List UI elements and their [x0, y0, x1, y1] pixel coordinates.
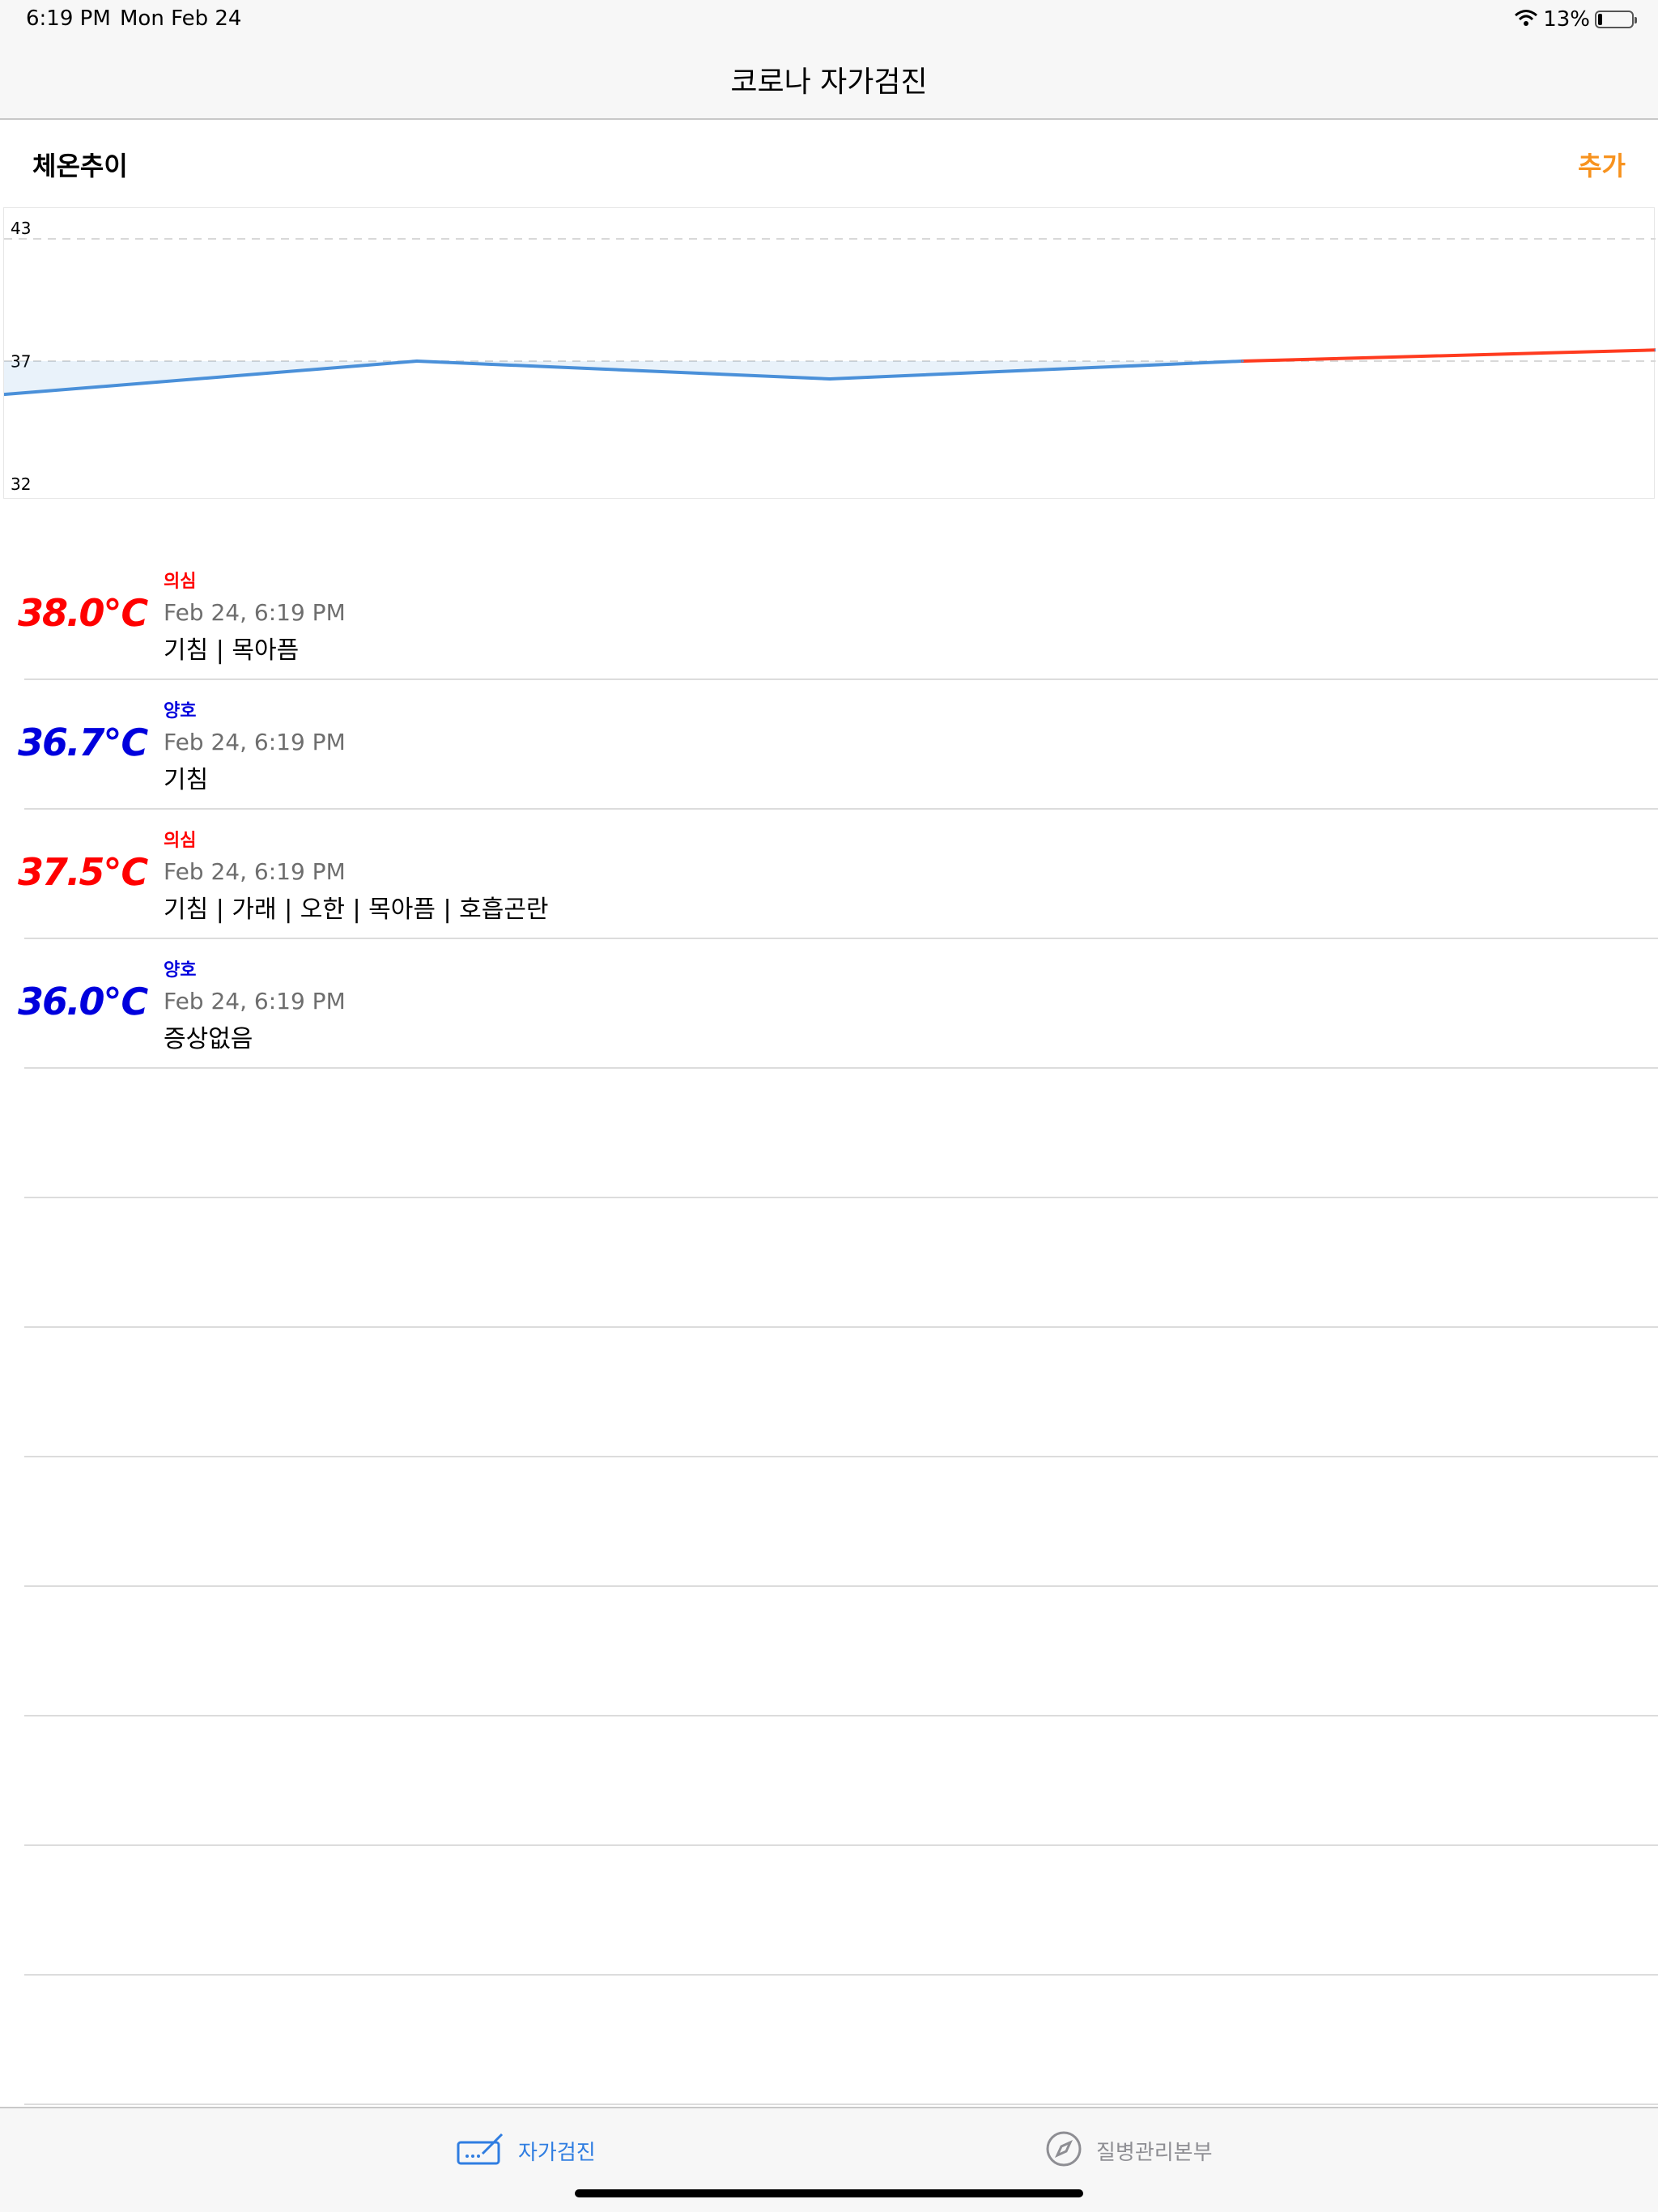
- status-time: 6:19 PM: [26, 6, 111, 31]
- series-line-segment: [828, 359, 1244, 381]
- wifi-icon: [1514, 8, 1538, 31]
- temperature-value: 36.7℃: [18, 721, 148, 764]
- data-point: [4, 393, 6, 396]
- status-label: 의심: [164, 831, 197, 851]
- status-bar: 6:19 PM Mon Feb 24 13%: [0, 0, 1658, 39]
- list-item[interactable]: 38.0℃ 의심 Feb 24, 6:19 PM 기침 | 목아픔: [18, 551, 1658, 680]
- data-point: [415, 359, 419, 363]
- temperature-value: 36.0℃: [18, 980, 148, 1023]
- status-label: 양호: [164, 960, 197, 981]
- y-tick-label: 37: [11, 352, 31, 372]
- record-time: Feb 24, 6:19 PM: [164, 599, 346, 626]
- record-time: Feb 24, 6:19 PM: [164, 988, 346, 1015]
- status-right: 13%: [1514, 6, 1637, 32]
- series-line-segment: [4, 359, 419, 397]
- add-button[interactable]: 추가: [1578, 151, 1626, 181]
- symptom-list: 기침 | 목아픔: [164, 636, 300, 665]
- series-line-segment: [1241, 348, 1656, 363]
- tab-label: 질병관리본부: [1096, 2140, 1213, 2165]
- navigation-bar: 코로나 자가검진: [0, 39, 1658, 120]
- battery-icon: [1595, 11, 1637, 28]
- data-point: [1654, 348, 1656, 351]
- symptom-list: 기침 | 가래 | 오한 | 목아픔 | 호흡곤란: [164, 895, 549, 924]
- status-date: Mon Feb 24: [120, 6, 242, 31]
- list-item[interactable]: 36.0℃ 양호 Feb 24, 6:19 PM 증상없음: [18, 939, 1658, 1069]
- empty-list-row: [24, 1198, 1658, 1328]
- y-tick-label: 32: [11, 474, 31, 494]
- data-point: [828, 377, 831, 381]
- empty-list-row: [24, 1846, 1658, 1976]
- chart-svg: 43 37 32: [4, 219, 1656, 494]
- temperature-value: 38.0℃: [18, 591, 148, 635]
- list-item[interactable]: 36.7℃ 양호 Feb 24, 6:19 PM 기침: [18, 680, 1658, 810]
- symptom-list: 증상없음: [164, 1025, 253, 1053]
- empty-list-row: [24, 1716, 1658, 1846]
- tab-kcdc[interactable]: 질병관리본부: [1044, 2129, 1213, 2172]
- home-indicator: [575, 2189, 1083, 2197]
- list-item[interactable]: 37.5℃ 의심 Feb 24, 6:19 PM 기침 | 가래 | 오한 | 목아픔…: [18, 810, 1658, 939]
- temperature-value: 37.5℃: [18, 850, 148, 894]
- status-label: 의심: [164, 572, 197, 592]
- data-point: [1241, 359, 1244, 363]
- status-label: 양호: [164, 701, 197, 721]
- record-list: 38.0℃ 의심 Feb 24, 6:19 PM 기침 | 목아픔 36.7℃ 양호 Feb…: [0, 551, 1658, 2105]
- tab-self-check[interactable]: 자가검진: [457, 2129, 596, 2172]
- y-tick-label: 43: [11, 219, 31, 238]
- empty-list-row: [24, 1587, 1658, 1716]
- battery-percent: 13%: [1543, 7, 1590, 32]
- empty-list-row: [24, 1976, 1658, 2105]
- tab-label: 자가검진: [518, 2140, 596, 2165]
- record-time: Feb 24, 6:19 PM: [164, 729, 346, 755]
- compass-icon: [1044, 2129, 1083, 2172]
- page-title: 코로나 자가검진: [730, 66, 928, 99]
- empty-list-row: [24, 1457, 1658, 1587]
- section-title: 체온추이: [32, 151, 128, 181]
- symptom-list: 기침: [164, 766, 209, 794]
- temperature-chart: 43 37 32: [3, 207, 1656, 499]
- empty-list-row: [24, 1328, 1658, 1457]
- keyboard-pen-icon: [457, 2131, 505, 2170]
- record-time: Feb 24, 6:19 PM: [164, 858, 346, 885]
- series-line-segment: [415, 359, 831, 381]
- empty-list-row: [24, 1069, 1658, 1198]
